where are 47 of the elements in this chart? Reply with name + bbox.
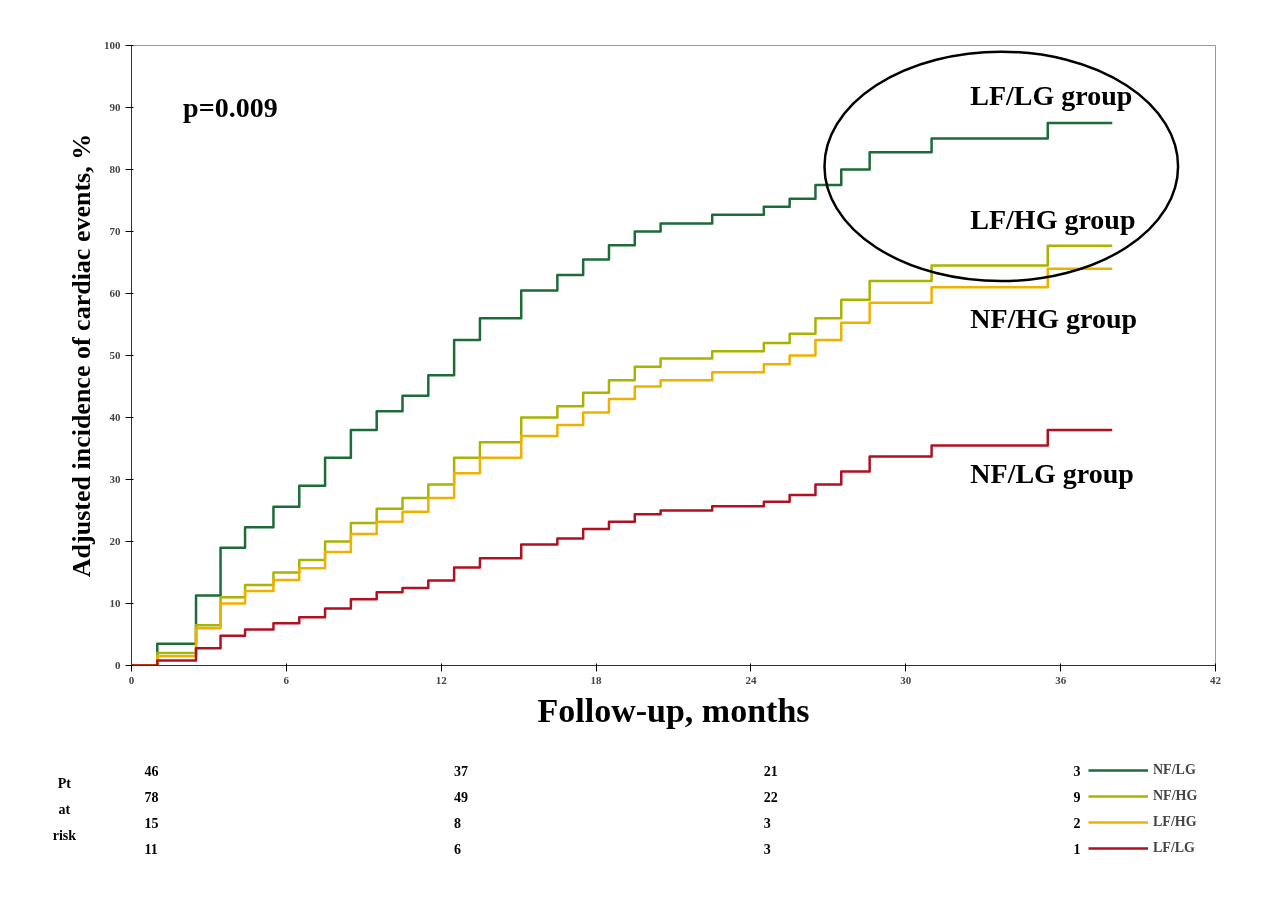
text: 21 — [763, 763, 778, 779]
x-tick-label: 6 — [283, 673, 290, 686]
y-tick-label: 60 — [109, 287, 121, 299]
x-tick-label: 18 — [590, 673, 603, 686]
annotation: NF/HG group — [970, 302, 1138, 334]
x-tick-label: 12 — [435, 673, 448, 686]
y-axis-title: Adjusted incidence of cardiac events, % — [67, 133, 96, 578]
y-tick-label: 90 — [109, 101, 121, 113]
legend-label: LF/HG — [1153, 813, 1197, 831]
text: 3 — [763, 815, 771, 831]
x-tick-label: 24 — [745, 673, 757, 686]
text: Pt at risk — [52, 776, 77, 843]
text: 78 — [144, 789, 159, 805]
annotation: LF/LG group — [970, 79, 1133, 111]
text: 2 — [1073, 815, 1081, 831]
legend-label: NF/HG — [1153, 787, 1198, 805]
x-axis-title: Follow-up, months — [537, 691, 810, 729]
y-tick-label: 40 — [109, 411, 121, 423]
y-tick-label: 20 — [109, 535, 121, 547]
y-tick-label: 0 — [115, 659, 121, 671]
y-tick-label: 70 — [109, 225, 121, 237]
y-tick-label: 100 — [104, 39, 121, 51]
text: 49 — [454, 789, 469, 805]
x-tick-label: 42 — [1210, 673, 1222, 686]
text: 3 — [1073, 763, 1081, 779]
x-tick-label: 0 — [128, 673, 135, 686]
text: 15 — [144, 815, 159, 831]
text: 9 — [1073, 789, 1081, 805]
x-tick-label: 36 — [1055, 673, 1067, 686]
text: 22 — [763, 789, 778, 805]
y-tick-label: 80 — [109, 163, 121, 175]
text: 8 — [454, 815, 462, 831]
text: 11 — [144, 841, 158, 857]
annotation: NF/LG group — [970, 457, 1134, 489]
y-tick-label: 30 — [109, 473, 121, 485]
annotation: p=0.009 — [183, 92, 278, 123]
text: 46 — [144, 763, 159, 779]
y-tick-label: 10 — [109, 597, 121, 609]
text: 37 — [454, 763, 469, 779]
text: 3 — [763, 841, 771, 857]
text: 6 — [454, 841, 462, 857]
legend-label: NF/LG — [1153, 761, 1196, 779]
legend-label: LF/LG — [1153, 839, 1196, 857]
text: 1 — [1073, 841, 1081, 857]
y-tick-label: 50 — [109, 349, 121, 361]
x-tick-label: 30 — [900, 673, 912, 686]
annotation: LF/HG group — [970, 203, 1136, 235]
